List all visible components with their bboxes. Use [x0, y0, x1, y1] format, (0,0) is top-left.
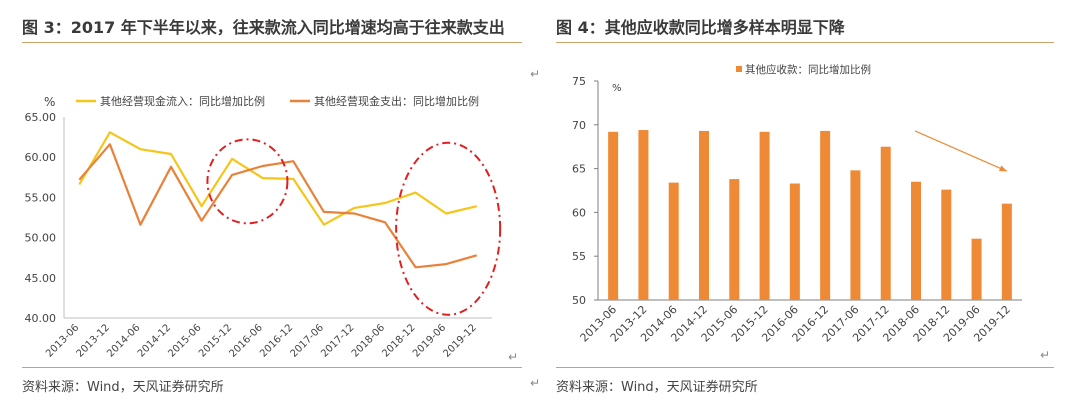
bar [850, 170, 861, 300]
y-tick-label: 60.00 [25, 151, 57, 164]
left-panel-title: 图 3：2017 年下半年以来，往来款流入同比增速均高于往来款支出 [22, 18, 505, 37]
bar [608, 131, 619, 300]
trend-arrow-head [998, 165, 1007, 172]
right-title-rule [556, 42, 1054, 43]
series-line-1 [78, 131, 477, 226]
bar [668, 182, 679, 300]
return-mark: ↵ [508, 350, 519, 364]
legend-label: 其他经营现金支出：同比增加比例 [314, 94, 479, 108]
x-tick-label: 2019-12 [442, 322, 479, 359]
y-tick-label: 40.00 [25, 312, 57, 325]
bar [789, 183, 800, 300]
bar [1001, 203, 1012, 300]
annotation-ellipse [206, 138, 289, 225]
y-tick-label: 55 [572, 250, 586, 263]
bar [971, 238, 982, 300]
bar [880, 146, 891, 300]
y-tick-label: 75 [572, 75, 586, 88]
y-tick-label: 60 [572, 206, 586, 219]
series-line-2 [78, 143, 478, 269]
return-mark: ↵ [1040, 348, 1051, 362]
bar [638, 130, 649, 300]
return-mark: ↵ [530, 376, 541, 390]
bar [699, 130, 709, 300]
left-bottom-rule [22, 367, 522, 368]
legend-swatch [736, 66, 742, 72]
y-axis-unit-label: % [612, 83, 622, 94]
bar [820, 130, 831, 300]
bar [759, 131, 770, 300]
left-source-note: 资料来源：Wind，天风证券研究所 [22, 380, 224, 395]
annotation-ellipse [395, 141, 502, 316]
left-title-rule [22, 42, 522, 43]
y-tick-label: 65.00 [25, 111, 57, 124]
bar [941, 189, 952, 300]
y-axis-unit-label: % [44, 95, 55, 109]
bar [911, 181, 921, 300]
right-bottom-rule [556, 367, 1054, 368]
legend-label: 其他应收款：同比增加比例 [745, 63, 871, 76]
trend-arrow [914, 130, 1008, 172]
right-panel-title: 图 4：其他应收款同比增多样本明显下降 [556, 18, 845, 37]
return-mark: ↵ [530, 67, 541, 81]
right-source-note: 资料来源：Wind，天风证券研究所 [556, 380, 758, 395]
y-tick-label: 65 [572, 163, 586, 176]
bar [729, 179, 740, 300]
legend-label: 其他经营现金流入：同比增加比例 [100, 94, 265, 108]
y-tick-label: 55.00 [25, 191, 57, 204]
y-tick-label: 50 [572, 294, 586, 307]
y-tick-label: 45.00 [25, 272, 57, 285]
y-tick-label: 70 [572, 119, 586, 132]
y-tick-label: 50.00 [25, 232, 57, 245]
